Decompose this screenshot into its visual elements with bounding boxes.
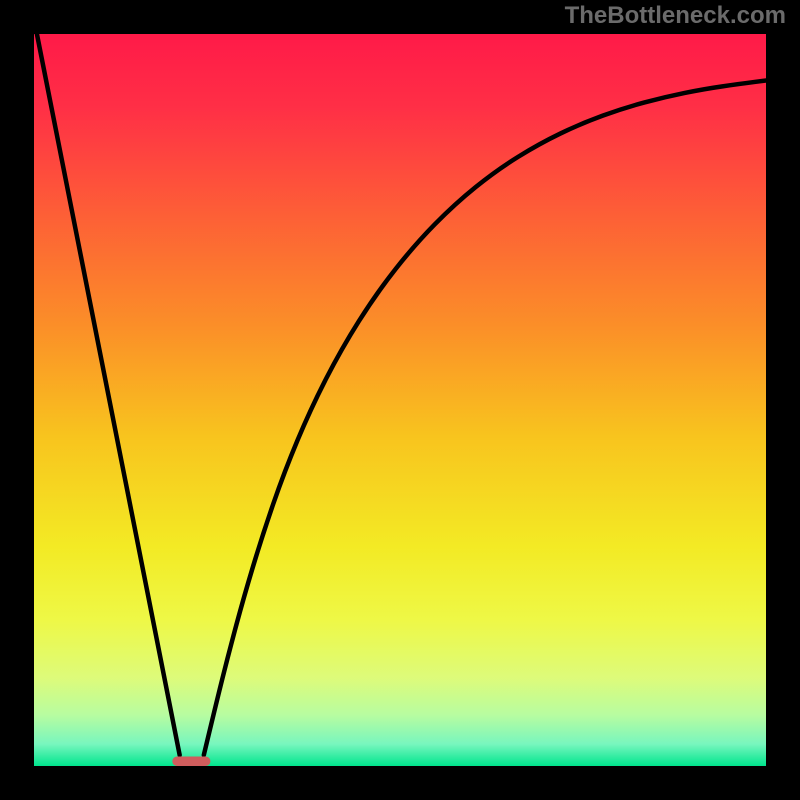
gradient-background <box>34 34 766 766</box>
chart-frame: TheBottleneck.com <box>0 0 800 800</box>
minimum-marker <box>172 756 210 766</box>
watermark-text: TheBottleneck.com <box>565 2 786 30</box>
chart-svg <box>0 0 800 800</box>
